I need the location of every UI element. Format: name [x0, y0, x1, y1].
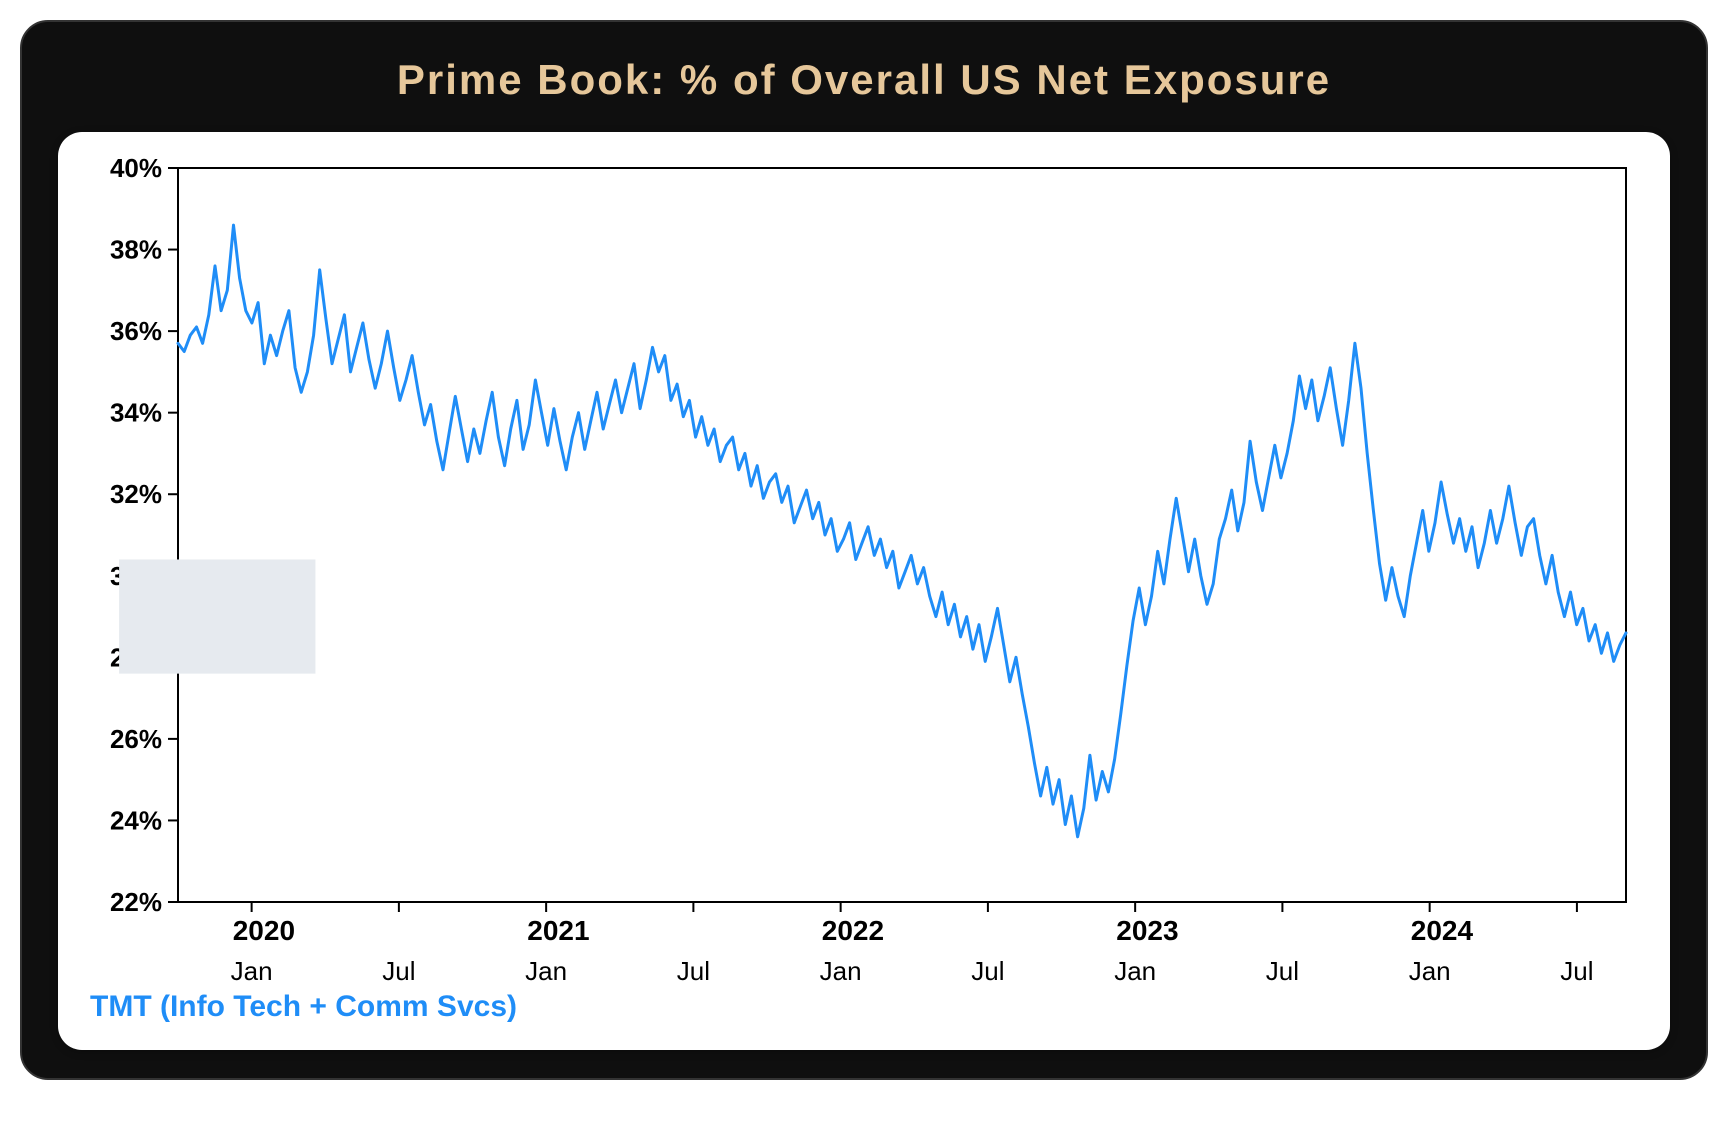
chart-area: 40%38%36%34%32%30%28%26%24%22%2020202120… — [82, 150, 1646, 1032]
x-month-label: Jan — [820, 956, 862, 986]
legend-label: TMT (Info Tech + Comm Svcs) — [90, 990, 517, 1023]
x-month-label: Jan — [231, 956, 273, 986]
y-tick-label: 38% — [110, 235, 162, 265]
chart-frame: Prime Book: % of Overall US Net Exposure… — [20, 20, 1708, 1080]
x-month-label: Jan — [525, 956, 567, 986]
y-tick-label: 36% — [110, 316, 162, 346]
y-tick-label: 24% — [110, 805, 162, 835]
x-year-label: 2024 — [1411, 915, 1474, 946]
y-tick-label: 22% — [110, 887, 162, 917]
x-year-label: 2023 — [1116, 915, 1178, 946]
series-line-tmt — [178, 225, 1626, 837]
chart-title: Prime Book: % of Overall US Net Exposure — [22, 22, 1706, 104]
x-year-label: 2022 — [822, 915, 884, 946]
x-month-label: Jan — [1114, 956, 1156, 986]
chart-panel: 40%38%36%34%32%30%28%26%24%22%2020202120… — [58, 132, 1670, 1050]
x-month-label: Jul — [677, 956, 710, 986]
x-month-label: Jul — [1560, 956, 1593, 986]
y-tick-label: 40% — [110, 153, 162, 183]
x-month-label: Jul — [971, 956, 1004, 986]
x-month-label: Jul — [1266, 956, 1299, 986]
y-tick-label: 26% — [110, 724, 162, 754]
line-chart-svg: 40%38%36%34%32%30%28%26%24%22%2020202120… — [82, 150, 1646, 1032]
y-tick-label: 32% — [110, 479, 162, 509]
x-month-label: Jan — [1409, 956, 1451, 986]
y-tick-label: 34% — [110, 398, 162, 428]
x-month-label: Jul — [382, 956, 415, 986]
x-year-label: 2020 — [233, 915, 295, 946]
x-year-label: 2021 — [527, 915, 589, 946]
